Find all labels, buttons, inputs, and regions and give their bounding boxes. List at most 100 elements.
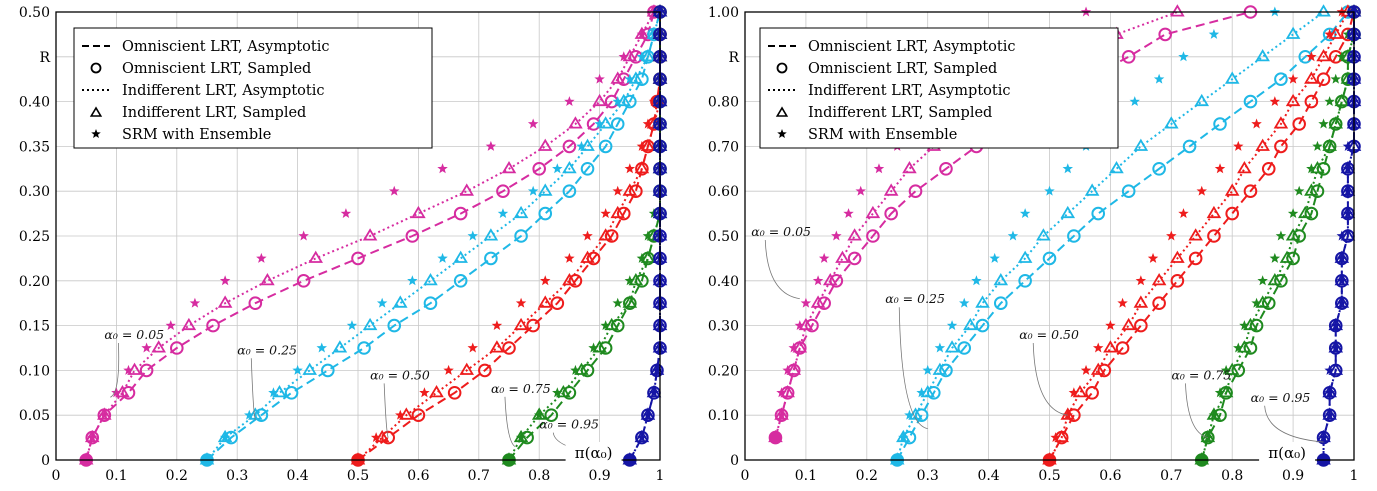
srm-ensemble-point — [1324, 96, 1335, 107]
srm-ensemble-point — [1269, 96, 1281, 107]
omniscient-sampled-point — [532, 162, 547, 176]
omniscient-sampled-point — [502, 341, 516, 355]
indifferent-sampled-point — [537, 295, 553, 308]
srm-ensemble-point — [1050, 432, 1061, 443]
omniscient-sampled-point — [1085, 386, 1099, 400]
srm-ensemble-point — [922, 364, 933, 375]
x-axis-label: π(α₀) — [575, 444, 613, 462]
x-tick-label: 0.1 — [105, 468, 127, 484]
srm-ensemble-point — [298, 230, 309, 241]
srm-ensemble-point — [642, 409, 654, 420]
srm-ensemble-point — [600, 208, 611, 219]
srm-ensemble-point — [651, 364, 663, 375]
annotation-leader — [1032, 343, 1068, 416]
srm-ensemble-point — [1147, 252, 1159, 263]
chart-0-frame — [55, 11, 661, 461]
srm-ensemble-point — [855, 185, 866, 196]
srm-ensemble-point — [1251, 118, 1262, 129]
srm-ensemble-point — [1202, 432, 1214, 443]
omniscient-sampled-point — [635, 274, 649, 288]
indifferent-sampled-point — [902, 161, 917, 174]
omniscient-sampled-point — [908, 184, 923, 198]
indifferent-sampled-point — [592, 93, 607, 107]
srm-ensemble-point — [219, 432, 231, 443]
srm-ensemble-point — [594, 118, 605, 129]
series-annotation: α₀ = 0.95 — [1251, 390, 1311, 405]
y-tick-label: 0.25 — [19, 229, 50, 245]
omniscient-sampled-point — [1225, 206, 1239, 221]
series-annotation: α₀ = 0.05 — [104, 327, 164, 342]
srm-ensemble-point — [873, 163, 885, 174]
indifferent-sampled-point — [1188, 228, 1203, 241]
srm-ensemble-point — [1330, 73, 1341, 84]
x-tick-label: 0.9 — [588, 468, 610, 484]
srm-ensemble-point — [419, 387, 430, 398]
series-origin-point — [769, 432, 781, 444]
indifferent-sampled-point — [944, 340, 960, 353]
srm-ensemble-point — [800, 297, 812, 308]
omniscient-sampled-point — [121, 386, 136, 400]
srm-ensemble-point — [395, 409, 406, 420]
srm-ensemble-point — [527, 118, 539, 129]
srm-ensemble-point — [1178, 208, 1189, 219]
chart-1-ticks: 0 0.1 0.2 0.3 0.4 0.5 0.6 0.7 0.8 0.9 1 0 0.10 0.20 0.… — [708, 5, 1359, 484]
legend-label: Indifferent LRT, Asymptotic — [808, 83, 1010, 99]
srm-ensemble-point — [1312, 140, 1323, 151]
omniscient-sampled-point — [351, 251, 365, 266]
indifferent-sampled-point — [993, 273, 1009, 286]
indifferent-sampled-point — [217, 295, 233, 308]
omniscient-asymptotic-line — [206, 11, 661, 461]
srm-ensemble-point — [467, 230, 478, 241]
srm-ensemble-point — [1135, 275, 1147, 286]
indifferent-sampled-point — [392, 295, 408, 308]
legend-label: Omniscient LRT, Asymptotic — [122, 39, 330, 55]
series-annotation: α₀ = 0.75 — [1171, 367, 1231, 382]
indifferent-sampled-point — [610, 205, 626, 219]
srm-ensemble-point — [244, 409, 255, 420]
srm-ensemble-point — [1166, 230, 1177, 241]
omniscient-sampled-point — [1097, 363, 1112, 378]
srm-ensemble-point — [898, 432, 909, 443]
srm-ensemble-point — [1336, 275, 1348, 286]
indifferent-sampled-point — [1297, 205, 1313, 219]
y-tick-label: 0.30 — [19, 184, 50, 200]
omniscient-sampled-point — [866, 229, 880, 243]
y-tick-label: 0.10 — [19, 363, 50, 379]
x-tick-label: 1 — [1350, 468, 1359, 484]
legend-label: Omniscient LRT, Sampled — [122, 61, 311, 77]
srm-ensemble-point — [165, 320, 176, 331]
indifferent-sampled-point — [459, 183, 475, 196]
x-tick-label: 0.8 — [528, 468, 550, 484]
srm-ensemble-point — [959, 297, 970, 308]
srm-ensemble-point — [1092, 342, 1104, 353]
omniscient-sampled-point — [568, 274, 583, 288]
omniscient-sampled-point — [1249, 318, 1264, 333]
omniscient-sampled-point — [939, 162, 953, 176]
indifferent-sampled-point — [332, 340, 348, 353]
omniscient-sampled-point — [1292, 117, 1306, 131]
srm-ensemble-point — [1062, 163, 1073, 174]
x-tick-label: 0.2 — [166, 468, 188, 484]
srm-ensemble-point — [407, 275, 418, 286]
indifferent-sampled-point — [1304, 183, 1319, 196]
srm-ensemble-point — [612, 96, 623, 107]
series-annotation: α₀ = 0.50 — [1019, 327, 1079, 342]
omniscient-sampled-point — [411, 408, 426, 423]
legend-label: SRM with Ensemble — [122, 127, 271, 143]
indifferent-sampled-point — [580, 250, 595, 263]
srm-ensemble-point — [1105, 320, 1116, 331]
x-tick-label: 0.7 — [1160, 468, 1182, 484]
srm-ensemble-point — [1019, 208, 1031, 219]
srm-ensemble-point — [1318, 432, 1329, 443]
srm-ensemble-point — [934, 342, 946, 353]
srm-ensemble-point — [552, 387, 563, 398]
omniscient-sampled-point — [447, 386, 462, 400]
srm-ensemble-point — [776, 409, 787, 420]
indifferent-sampled-point — [822, 273, 838, 286]
srm-ensemble-point — [1287, 208, 1299, 219]
srm-ensemble-point — [588, 342, 599, 353]
indifferent-sampled-point — [260, 273, 275, 286]
srm-ensemble-point — [292, 364, 303, 375]
indifferent-sampled-point — [1316, 49, 1331, 62]
omniscient-sampled-point — [629, 184, 643, 198]
